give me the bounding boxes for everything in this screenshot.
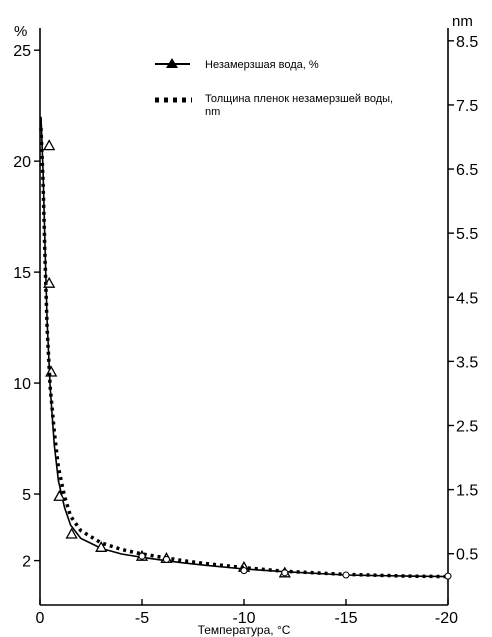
legend-entry-film-thickness: Толщина пленок незамерзшей воды, nm [155, 93, 394, 118]
left-tick-label: 10 [13, 376, 31, 393]
legend-triangle-marker-icon [166, 58, 178, 68]
triangle-data-point [53, 489, 66, 501]
right-tick-label: 4.5 [456, 290, 478, 307]
right-tick-label: 1.5 [456, 483, 478, 500]
circle-data-point [342, 571, 350, 579]
circle-data-point [240, 567, 248, 575]
right-tick-label: 3.5 [456, 354, 478, 371]
right-tick-label: 7.5 [456, 98, 478, 115]
x-tick-label: -15 [334, 610, 357, 627]
right-tick-label: 6.5 [456, 162, 478, 179]
left-tick-label: 25 [13, 43, 31, 60]
legend-label-film-thickness-wrapper: Толщина пленок незамерзшей воды, nm [205, 93, 394, 118]
x-tick-label: -5 [135, 610, 149, 627]
circle-data-point [444, 572, 452, 580]
left-axis-unit-label: % [14, 23, 27, 40]
legend-label-unfrozen-water: Незамерзшая вода, % [205, 59, 319, 71]
right-tick-label: 5.5 [456, 226, 478, 243]
x-axis-label: Температура, °C [198, 623, 291, 637]
left-tick-label: 15 [13, 265, 31, 282]
legend-label-film-thickness: Толщина пленок незамерзшей воды, nm [205, 93, 394, 118]
series-layer [39, 116, 452, 580]
legend: Незамерзшая вода, % Толщина пленок незам… [155, 58, 394, 118]
right-axis-unit-label: nm [452, 13, 473, 30]
triangle-data-point [43, 139, 56, 151]
right-axis-ticks: 0.5 1.5 2.5 3.5 4.5 5.5 6.5 7.5 8.5 [448, 34, 478, 564]
right-tick-label: 8.5 [456, 34, 478, 51]
x-tick-label: -10 [232, 610, 255, 627]
right-tick-label: 0.5 [456, 547, 478, 564]
legend-entry-unfrozen-water: Незамерзшая вода, % [155, 58, 319, 71]
left-tick-label: 5 [22, 487, 31, 504]
left-tick-label: 2 [22, 554, 31, 571]
right-tick-label: 2.5 [456, 418, 478, 435]
circle-data-point [281, 569, 289, 577]
x-tick-label: -20 [435, 610, 458, 627]
series-line [39, 127, 449, 579]
circle-data-point [138, 552, 146, 560]
triangle-data-point [95, 540, 108, 552]
triangle-data-point [65, 527, 78, 539]
circle-data-point [162, 556, 170, 564]
series-film-thickness [39, 127, 452, 580]
x-tick-label: 0 [36, 610, 45, 627]
left-tick-label: 20 [13, 154, 31, 171]
x-axis-ticks: 0 -5 -10 -15 -20 [36, 599, 458, 627]
